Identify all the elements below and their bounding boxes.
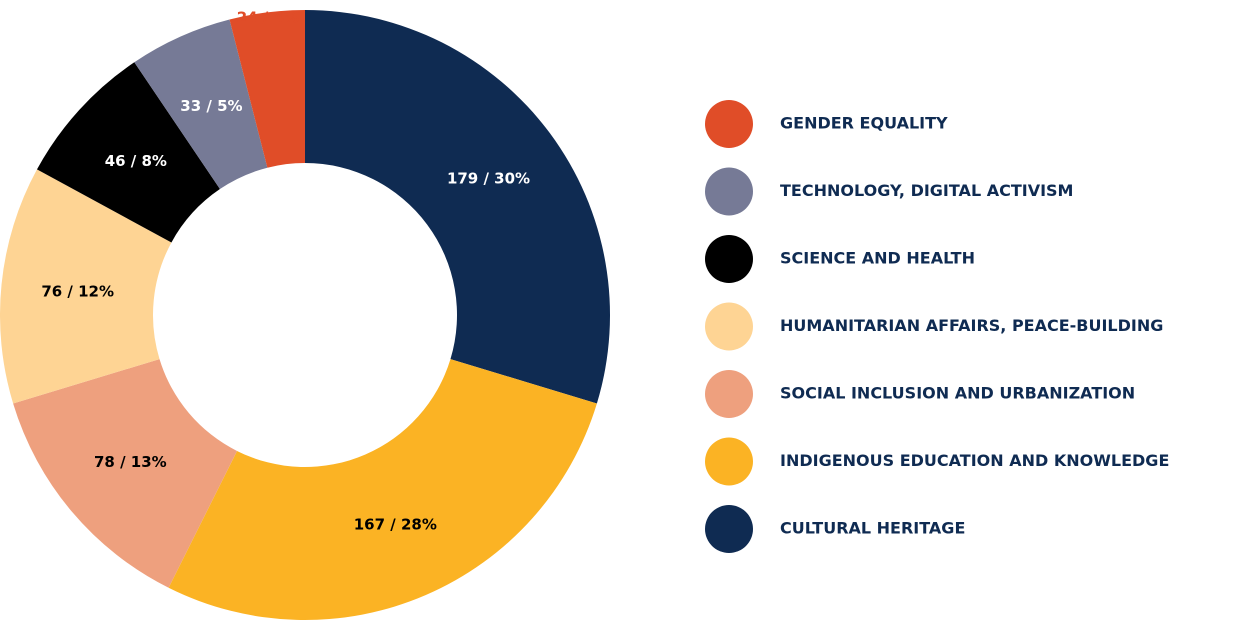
legend-swatch <box>705 437 753 486</box>
donut-slice <box>13 359 238 588</box>
value-label: 24 / 4% <box>237 9 299 27</box>
legend-swatch <box>705 100 753 148</box>
legend-label: INDIGENOUS EDUCATION AND KNOWLEDGE <box>780 451 1169 470</box>
legend-label: GENDER EQUALITY <box>780 114 948 133</box>
legend-swatch <box>705 167 753 216</box>
legend-swatch <box>705 235 753 283</box>
legend-swatch <box>705 302 753 351</box>
legend-label: CULTURAL HERITAGE <box>780 519 965 538</box>
value-label: 46 / 8% <box>105 152 167 170</box>
donut-slice <box>305 10 610 404</box>
legend-label: TECHNOLOGY, DIGITAL ACTIVISM <box>780 181 1073 200</box>
legend-swatch <box>705 370 753 418</box>
legend-label: SCIENCE AND HEALTH <box>780 249 975 268</box>
legend-label: SOCIAL INCLUSION AND URBANIZATION <box>780 384 1135 403</box>
value-label: 78 / 13% <box>94 453 167 471</box>
legend-label: HUMANITARIAN AFFAIRS, PEACE-BUILDING <box>780 316 1163 335</box>
value-label: 33 / 5% <box>180 97 242 115</box>
legend-swatch <box>705 505 753 553</box>
value-label: 167 / 28% <box>354 515 437 533</box>
value-label: 76 / 12% <box>41 282 114 300</box>
donut-slice <box>134 19 268 190</box>
donut-slice <box>168 359 597 620</box>
donut-slice <box>229 10 305 168</box>
value-label: 179 / 30% <box>447 169 530 187</box>
donut-slice <box>36 62 220 243</box>
donut-slice <box>0 169 172 404</box>
